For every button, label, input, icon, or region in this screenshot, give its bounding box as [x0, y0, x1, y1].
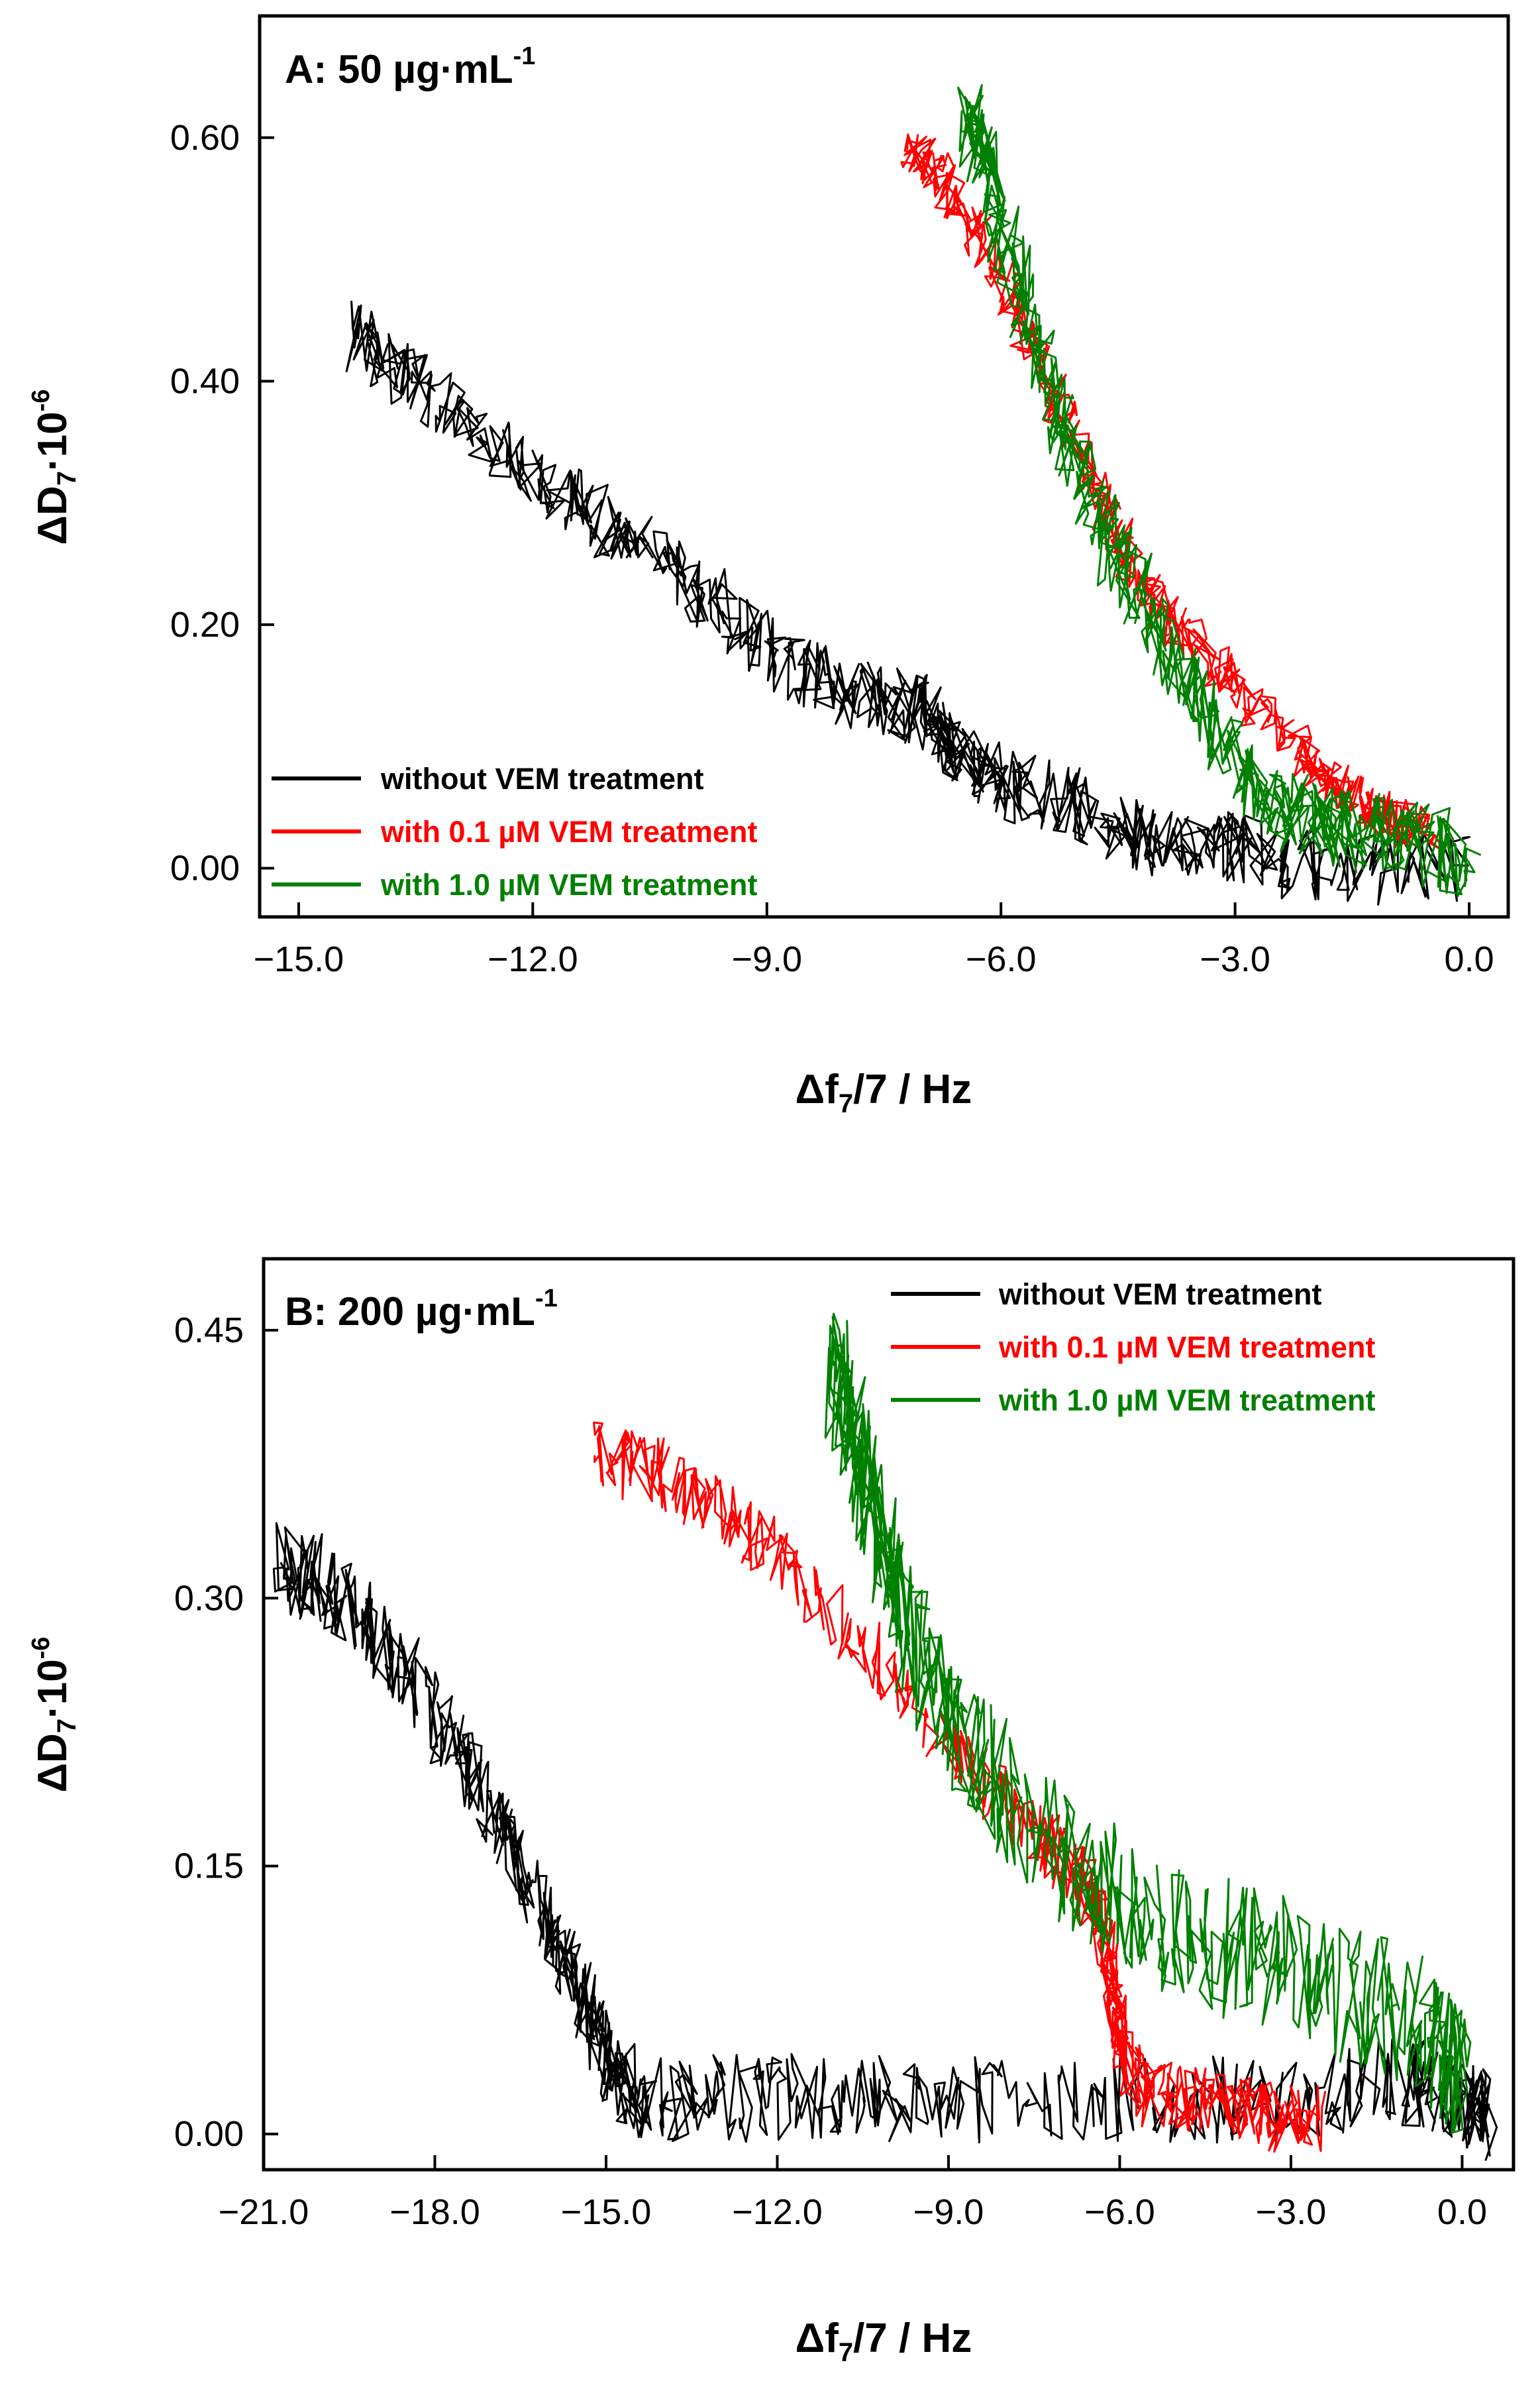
- x-tick-label: 0.0: [1445, 939, 1494, 979]
- panel-b-title: B: 200 µg·mL-1: [285, 1285, 558, 1334]
- series-line-2: [957, 83, 1482, 898]
- x-tick-label: −12.0: [488, 939, 578, 979]
- panel-a: −15.0 −12.0 −9.0 −6.0 −3.0 0.0 0.00 0.20 0.40 0.6…: [27, 14, 1510, 1118]
- series-line-0: [345, 300, 1470, 906]
- panel-a-ticks: −15.0 −12.0 −9.0 −6.0 −3.0 0.0 0.00 0.20 0.40 0.6…: [170, 118, 1494, 979]
- panel-b-ticks: −21.0 −18.0 −15.0 −12.0 −9.0 −6.0 −3.0 0.0 0.00 0…: [174, 1310, 1487, 2232]
- x-tick-label: −15.0: [254, 939, 344, 979]
- series-line-0: [272, 1522, 1498, 2161]
- series-line-2: [824, 1312, 1472, 2134]
- panel-b: −21.0 −18.0 −15.0 −12.0 −9.0 −6.0 −3.0 0.0 0.00 0…: [27, 1257, 1515, 2367]
- panel-a-series: [345, 83, 1482, 906]
- panel-a-y-axis-title: ΔD7·10-6: [27, 390, 81, 545]
- panel-b-legend: without VEM treatment with 0.1 µM VEM tr…: [891, 1277, 1376, 1417]
- panel-b-y-axis-title: ΔD7·10-6: [27, 1637, 81, 1793]
- x-tick-label: −21.0: [219, 2192, 309, 2232]
- x-tick-label: −3.0: [1200, 939, 1270, 979]
- panel-b-plot-frame: [262, 1257, 1515, 2172]
- y-tick-label: 0.40: [170, 361, 240, 401]
- x-tick-label: −18.0: [389, 2192, 480, 2232]
- y-tick-label: 0.60: [170, 118, 240, 158]
- x-tick-label: −15.0: [561, 2192, 652, 2232]
- series-line-1: [593, 1421, 1327, 2153]
- y-tick-label: 0.30: [174, 1578, 244, 1618]
- legend-b-label-1-0uM: with 1.0 µM VEM treatment: [998, 1383, 1376, 1417]
- panel-a-legend: without VEM treatment with 0.1 µM VEM tr…: [272, 762, 758, 902]
- legend-b-label-without: without VEM treatment: [998, 1277, 1322, 1311]
- panel-b-x-axis-title: Δf7/7 / Hz: [796, 2315, 972, 2367]
- y-tick-label: 0.20: [170, 605, 240, 645]
- panel-a-x-axis-title: Δf7/7 / Hz: [796, 1067, 972, 1118]
- x-tick-label: 0.0: [1437, 2192, 1487, 2232]
- y-tick-label: 0.45: [174, 1310, 244, 1350]
- x-tick-label: −6.0: [1084, 2192, 1155, 2232]
- y-tick-label: 0.00: [170, 848, 240, 888]
- series-line-1: [900, 133, 1442, 850]
- x-tick-label: −6.0: [966, 939, 1037, 979]
- x-tick-label: −9.0: [913, 2192, 984, 2232]
- panel-b-series: [272, 1312, 1498, 2161]
- x-tick-label: −9.0: [731, 939, 802, 979]
- y-tick-label: 0.00: [174, 2114, 244, 2154]
- panel-a-plot-frame: [258, 14, 1510, 919]
- legend-b-label-0-1uM: with 0.1 µM VEM treatment: [998, 1330, 1376, 1364]
- x-tick-label: −3.0: [1256, 2192, 1327, 2232]
- x-tick-label: −12.0: [732, 2192, 823, 2232]
- panel-a-title: A: 50 µg·mL-1: [285, 42, 535, 91]
- legend-a-label-without: without VEM treatment: [380, 762, 704, 796]
- legend-a-label-0-1uM: with 0.1 µM VEM treatment: [380, 815, 758, 849]
- legend-a-label-1-0uM: with 1.0 µM VEM treatment: [380, 868, 758, 902]
- y-tick-label: 0.15: [174, 1846, 244, 1886]
